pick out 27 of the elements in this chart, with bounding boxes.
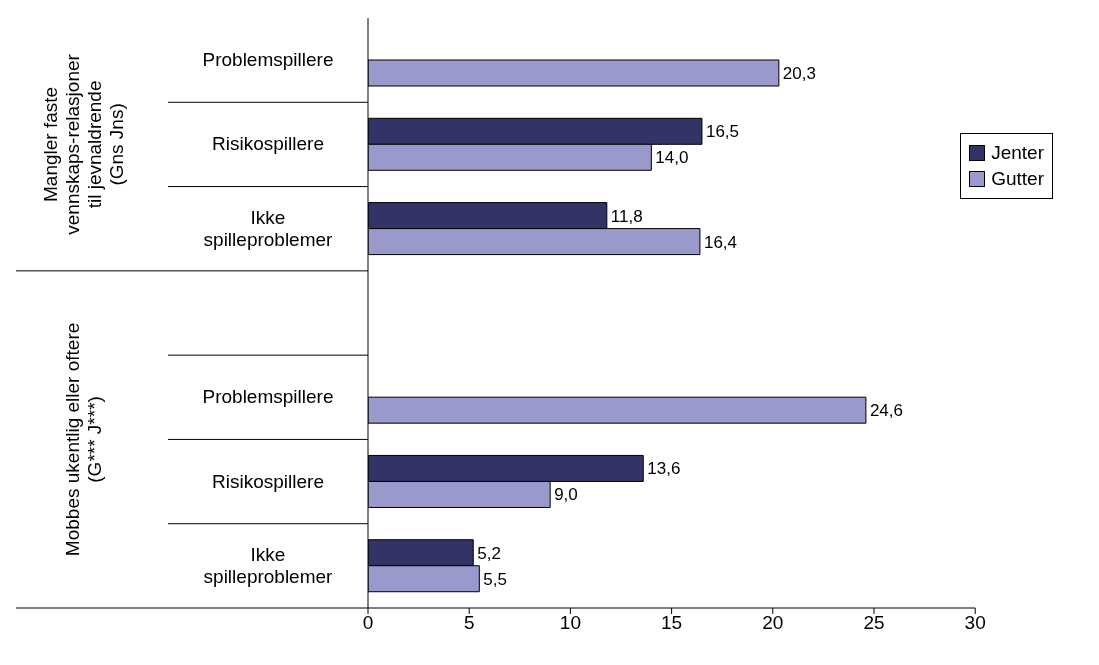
- y-tick-label: Problemspillere: [202, 49, 334, 71]
- x-tick-label: 30: [964, 612, 986, 634]
- y-tick-label: Ikke spilleproblemer: [203, 206, 334, 250]
- x-tick-label: 0: [362, 612, 374, 634]
- data-label: 13,6: [647, 459, 681, 479]
- legend-label: Jenter: [991, 141, 1044, 165]
- y-tick-label: Problemspillere: [202, 386, 334, 408]
- x-tick-label: 10: [559, 612, 581, 634]
- x-tick-label: 20: [762, 612, 784, 634]
- data-label: 9,0: [554, 485, 578, 505]
- data-label: 20,3: [782, 64, 816, 84]
- y-tick-label: Risikospillere: [212, 470, 324, 492]
- data-label: 5,5: [483, 569, 507, 589]
- data-label: 14,0: [655, 148, 689, 168]
- text: Mangler faste vennskaps-relasjoner til jevnaldrende (Gns Jns): [40, 53, 127, 235]
- x-tick-label: 5: [463, 612, 475, 634]
- legend-label: Gutter: [991, 167, 1044, 191]
- data-label: 24,6: [869, 401, 903, 421]
- x-tick-label: 25: [863, 612, 885, 634]
- y-tick-label: Risikospillere: [212, 133, 324, 155]
- data-label: 16,4: [703, 232, 738, 252]
- text: Mobbes ukentlig eller oftere (G*** J***): [62, 322, 105, 557]
- data-label: 11,8: [610, 206, 643, 226]
- y-tick-label: Ikke spilleproblemer: [203, 543, 334, 587]
- data-label: 16,5: [705, 122, 740, 142]
- x-tick-label: 15: [661, 612, 683, 634]
- data-label: 5,2: [477, 543, 501, 563]
